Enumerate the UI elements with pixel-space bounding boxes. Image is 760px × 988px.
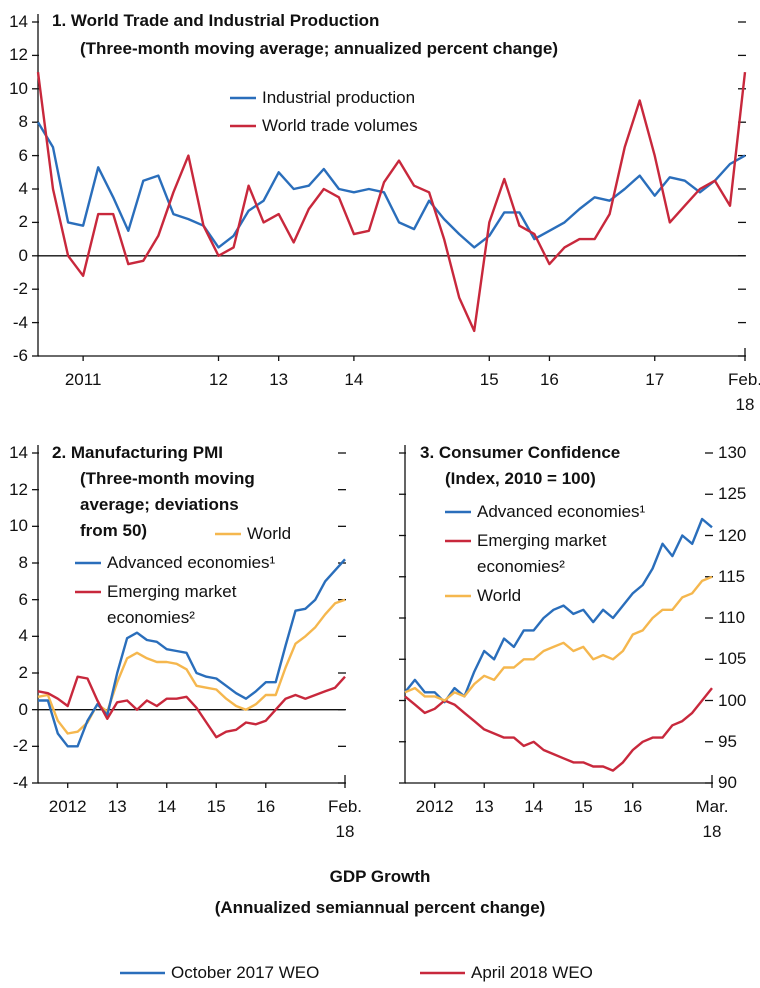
series-line <box>404 517 713 704</box>
y-tick-label: -2 <box>12 279 28 299</box>
y-tick-label: 115 <box>718 566 746 586</box>
y-tick-label: 8 <box>18 112 28 132</box>
x-tick-label: 2011 <box>64 370 102 389</box>
x-tick-label: 13 <box>269 370 289 389</box>
x-tick-label: 14 <box>157 797 177 816</box>
x-tick-label: 13 <box>107 797 127 816</box>
y-tick-label: 2 <box>18 212 28 232</box>
legend-label: World trade volumes <box>262 116 418 135</box>
x-tick-label: 15 <box>573 797 593 816</box>
x-tick-label: 14 <box>524 797 544 816</box>
y-tick-label: 14 <box>9 443 28 462</box>
x-tick-label: 14 <box>344 370 364 389</box>
series-line <box>36 121 746 249</box>
y-tick-label: 6 <box>18 145 28 165</box>
x-tick-label: Mar. 18 <box>695 797 729 841</box>
x-tick-label: 12 <box>209 370 228 389</box>
x-tick-label: 16 <box>539 370 559 389</box>
x-tick-label: 2012 <box>415 797 454 816</box>
y-tick-label: 4 <box>18 626 28 646</box>
legend-label: Advanced economies¹ <box>107 553 276 572</box>
legend-label: World <box>247 524 292 543</box>
series-line <box>38 558 346 748</box>
series-line <box>37 675 346 739</box>
y-tick-label: 0 <box>18 699 28 719</box>
legend-label: Advanced economies¹ <box>477 502 646 521</box>
series-line <box>36 71 747 333</box>
legend-label: Emerging market economies² <box>477 531 607 576</box>
y-tick-label: 12 <box>9 45 28 65</box>
series-line <box>404 687 713 772</box>
chart-title: 1. World Trade and Industrial Production <box>52 11 380 30</box>
y-tick-label: 6 <box>18 589 28 609</box>
y-tick-label: 2 <box>18 663 28 682</box>
chart-subtitle: (Three-month moving average; deviations … <box>80 469 255 540</box>
y-tick-label: 95 <box>718 731 737 751</box>
legend-label: Emerging market economies² <box>107 582 237 627</box>
y-tick-label: 90 <box>718 773 737 792</box>
legend-label: October 2017 WEO <box>171 963 320 982</box>
y-tick-label: 100 <box>718 690 747 710</box>
x-tick-label: 15 <box>206 797 226 816</box>
y-tick-label: 110 <box>718 608 746 627</box>
y-tick-label: 125 <box>718 484 747 504</box>
y-tick-label: 120 <box>718 525 747 545</box>
x-tick-label: 2012 <box>48 797 87 816</box>
legend-label: World <box>477 586 522 605</box>
chart-title: 3. Consumer Confidence <box>420 443 621 462</box>
y-tick-label: 10 <box>9 516 28 536</box>
y-tick-label: -2 <box>12 736 28 756</box>
x-tick-label: 15 <box>479 370 499 389</box>
x-tick-label: 17 <box>645 370 665 389</box>
chart-subtitle: (Three-month moving average; annualized … <box>80 39 558 58</box>
x-tick-label: 16 <box>623 797 643 816</box>
chart-subtitle: (Index, 2010 = 100) <box>445 469 596 488</box>
y-tick-label: 14 <box>9 12 28 31</box>
chart-title: 2. Manufacturing PMI <box>52 443 223 462</box>
chart-title: GDP Growth <box>329 867 431 886</box>
x-tick-label: Feb. 18 <box>727 370 760 414</box>
y-tick-label: 130 <box>718 443 747 462</box>
x-tick-label: Feb. 18 <box>327 797 363 841</box>
series-line <box>404 575 713 702</box>
y-tick-label: 8 <box>18 553 28 572</box>
y-tick-label: -4 <box>12 773 28 792</box>
y-tick-label: 4 <box>18 179 28 198</box>
chart-subtitle: (Annualized semiannual percent change) <box>214 898 546 917</box>
x-tick-label: 16 <box>256 797 276 816</box>
y-tick-label: 12 <box>9 479 28 499</box>
legend-label: April 2018 WEO <box>471 963 593 982</box>
x-tick-label: 13 <box>474 797 494 816</box>
y-tick-label: 0 <box>18 245 28 265</box>
y-tick-label: -4 <box>12 312 28 332</box>
y-tick-label: 105 <box>718 649 747 669</box>
y-tick-label: -6 <box>12 346 28 365</box>
y-tick-label: 10 <box>9 78 28 98</box>
legend-label: Industrial production <box>262 88 416 107</box>
